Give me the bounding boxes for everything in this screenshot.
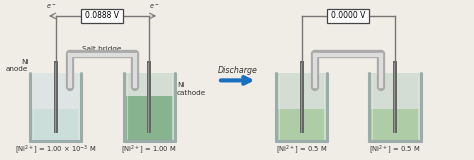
Text: Salt bridge: Salt bridge: [82, 46, 122, 52]
FancyBboxPatch shape: [124, 73, 175, 141]
Text: Ni
cathode: Ni cathode: [177, 82, 206, 96]
FancyBboxPatch shape: [276, 73, 327, 141]
Bar: [54, 61, 58, 133]
Text: 0.0888 V: 0.0888 V: [85, 11, 119, 20]
Bar: [371, 109, 419, 140]
Text: $[\mathregular{Ni^{2+}}]$ = 0.5 M: $[\mathregular{Ni^{2+}}]$ = 0.5 M: [276, 143, 327, 156]
Text: $[\mathregular{Ni^{2+}}]$ = 1.00 × 10$^{-3}$ M: $[\mathregular{Ni^{2+}}]$ = 1.00 × 10$^{…: [15, 143, 97, 156]
Bar: [393, 61, 397, 133]
FancyBboxPatch shape: [30, 73, 82, 141]
FancyBboxPatch shape: [369, 73, 420, 141]
Bar: [278, 109, 325, 140]
Text: 0.0000 V: 0.0000 V: [330, 11, 365, 20]
Bar: [126, 96, 173, 140]
Bar: [32, 109, 80, 140]
FancyBboxPatch shape: [327, 9, 369, 23]
Bar: [147, 61, 151, 133]
Text: Ni
anode: Ni anode: [6, 59, 28, 72]
Text: $[\mathregular{Ni^{2+}}]$ = 0.5 M: $[\mathregular{Ni^{2+}}]$ = 0.5 M: [369, 143, 420, 156]
Text: $e^-$: $e^-$: [149, 2, 159, 11]
Text: $e^-$: $e^-$: [46, 2, 56, 11]
Bar: [300, 61, 303, 133]
FancyBboxPatch shape: [81, 9, 123, 23]
Text: Discharge: Discharge: [218, 66, 258, 75]
Text: $[\mathregular{Ni^{2+}}]$ = 1.00 M: $[\mathregular{Ni^{2+}}]$ = 1.00 M: [121, 143, 177, 156]
